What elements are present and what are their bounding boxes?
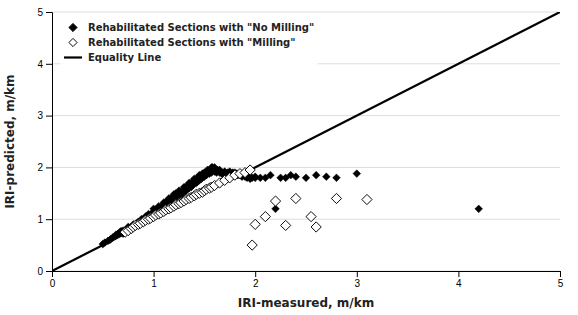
point [362,194,372,204]
point [311,222,321,232]
point [475,205,483,213]
tick-label: 1 [37,214,43,225]
tick-mark [46,167,52,168]
axis-line [46,13,53,272]
tick-mark [255,271,256,277]
grid-line [52,219,560,220]
x-axis-title: IRI-measured, m/km [238,296,374,310]
tick: 4 [456,271,462,289]
legend-item: Rehabilitated Sections with "No Milling" [69,22,314,33]
plot: 0 1 2 3 4 5 0 1 2 3 4 5 Rehabilitated Sections with … [37,7,563,289]
tick-label: 4 [37,59,43,70]
tick: 1 [37,214,52,225]
point [292,173,300,181]
legend-symbol [69,38,77,46]
tick-mark [458,271,459,277]
tick: 1 [151,271,157,289]
series [99,164,483,248]
tick: 5 [558,271,564,289]
point [306,212,316,222]
point [331,193,341,203]
legend-symbol [69,23,77,31]
legend-label: Equality Line [88,52,161,63]
point [270,196,280,206]
tick-label: 3 [37,110,43,121]
tick: 3 [355,271,361,289]
tick: 3 [37,110,52,121]
grid [52,12,560,271]
point [260,212,270,222]
point [267,171,275,179]
grid-line [52,115,560,116]
tick-label: 1 [151,278,157,289]
tick-mark [46,219,52,220]
y-axis: 0 1 2 3 4 5 [37,7,52,277]
legend: Rehabilitated Sections with "No Milling"… [60,19,318,66]
legend-symbol [64,56,82,58]
point [302,174,310,182]
tick-mark [154,271,155,277]
marks [52,12,560,271]
point [353,170,361,178]
tick: 2 [37,162,52,173]
tick: 2 [253,271,259,289]
legend-item: Equality Line [64,52,161,63]
tick-mark [560,271,561,277]
legend-item: Rehabilitated Sections with "Milling" [69,37,296,48]
tick-label: 2 [37,162,43,173]
point [247,240,257,250]
series [120,165,372,250]
point [312,171,320,179]
legend-label: Rehabilitated Sections with "Milling" [88,37,295,48]
point [291,193,301,203]
tick-label: 5 [558,278,564,289]
x-axis: 0 1 2 3 4 5 [50,271,564,289]
point [281,220,291,230]
tick-label: 0 [50,278,56,289]
point [250,219,260,229]
tick-label: 2 [253,278,259,289]
tick: 0 [50,271,56,289]
tick-mark [46,64,52,65]
legend-background [60,19,318,66]
tick-label: 5 [37,7,43,18]
axis-line [53,272,561,278]
tick-label: 4 [456,278,462,289]
point [245,165,255,175]
tick: 0 [37,266,52,277]
tick: 5 [37,7,52,18]
tick: 4 [37,59,52,70]
tick-mark [46,116,52,117]
grid-line [52,12,560,13]
legend-label: Rehabilitated Sections with "No Milling" [88,22,314,33]
tick-label: 0 [37,266,43,277]
tick-label: 3 [355,278,361,289]
line [52,12,560,271]
chart: 0 1 2 3 4 5 0 1 2 3 4 5 Rehabilitated Sections with … [0,0,578,315]
tick-mark [46,12,52,13]
y-axis-title: IRI-predicted, m/km [3,74,17,208]
point [333,174,341,182]
point [322,173,330,181]
tick-mark [46,271,52,272]
tick-mark [357,271,358,277]
grid-line [52,167,560,168]
